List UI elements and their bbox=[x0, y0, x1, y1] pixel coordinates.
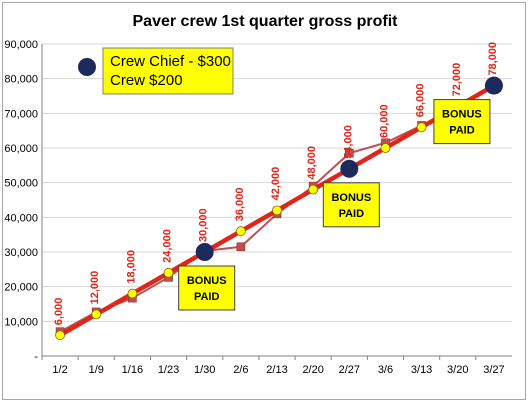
bonus-callout-line-1: BONUS bbox=[187, 275, 227, 287]
y-tick-label: 90,000 bbox=[4, 39, 38, 51]
bonus-markers bbox=[195, 76, 503, 261]
x-axis-ticks: 1/2 1/9 1/16 1/23 1/30 2/6 2/13 2/20 2/27 3/6 3/13… bbox=[52, 364, 504, 376]
y-tick-label: 50,000 bbox=[4, 178, 38, 190]
trend-point-marker bbox=[308, 184, 319, 195]
data-label: 30,000 bbox=[198, 208, 210, 242]
bonus-callout-box bbox=[433, 99, 491, 145]
x-tick-label: 2/20 bbox=[302, 364, 323, 376]
x-tick-label: 3/6 bbox=[378, 364, 393, 376]
data-label: 78,000 bbox=[487, 42, 499, 76]
y-tick-label: 60,000 bbox=[4, 143, 38, 155]
x-tick-label: 2/13 bbox=[266, 364, 287, 376]
x-tick-label: 1/2 bbox=[52, 364, 67, 376]
x-tick-label: 1/16 bbox=[122, 364, 143, 376]
trend-point-marker bbox=[127, 288, 138, 299]
bonus-dot bbox=[484, 76, 503, 95]
x-tick-label: 1/9 bbox=[89, 364, 104, 376]
bonus-callout-box bbox=[178, 265, 236, 311]
bonus-dot bbox=[195, 243, 214, 261]
bonus-callout-line-2: PAID bbox=[339, 208, 365, 220]
actual-point-marker bbox=[345, 148, 354, 158]
x-tick-label: 1/23 bbox=[158, 364, 179, 376]
data-label: 72,000 bbox=[451, 63, 463, 97]
legend-line-2: Crew $200 bbox=[110, 72, 183, 89]
data-label: 42,000 bbox=[270, 167, 282, 201]
x-tick-label: 2/6 bbox=[233, 364, 248, 376]
bonus-callout-line-1: BONUS bbox=[331, 192, 371, 204]
trend-point-marker bbox=[91, 309, 102, 320]
bonus-callout-line-2: PAID bbox=[449, 125, 475, 137]
data-label: 24,000 bbox=[162, 229, 174, 263]
y-tick-label: 70,000 bbox=[4, 108, 38, 120]
axes bbox=[41, 44, 512, 360]
data-label: 48,000 bbox=[306, 146, 318, 180]
chart-title: Paver crew 1st quarter gross profit bbox=[133, 13, 399, 30]
trend-point-marker bbox=[235, 226, 246, 237]
y-tick-label: - bbox=[34, 351, 38, 363]
legend-bonus-dot bbox=[78, 58, 96, 76]
data-label: 6,000 bbox=[53, 298, 65, 326]
x-tick-label: 2/27 bbox=[339, 364, 360, 376]
data-label: 12,000 bbox=[89, 271, 101, 305]
legend-line-1: Crew Chief - $300 bbox=[110, 53, 231, 70]
x-tick-label: 3/27 bbox=[483, 364, 504, 376]
y-tick-label: 10,000 bbox=[4, 316, 38, 328]
y-axis-ticks: - 10,000 20,000 30,000 40,000 50,000 60,000 70,… bbox=[4, 39, 38, 363]
legend: Crew Chief - $300 Crew $200 bbox=[78, 47, 234, 95]
bonus-dot bbox=[340, 159, 359, 178]
x-tick-label: 3/20 bbox=[447, 364, 468, 376]
actual-point-marker bbox=[236, 242, 246, 252]
bonus-callout-line-2: PAID bbox=[194, 291, 220, 303]
legend-box bbox=[102, 47, 234, 95]
bonus-callouts: BONUS PAID BONUS PAID BONUS PAID bbox=[178, 99, 491, 311]
y-tick-label: 20,000 bbox=[4, 282, 38, 294]
data-label: 36,000 bbox=[234, 188, 246, 222]
trend-point-marker bbox=[380, 143, 391, 153]
trend-point-marker bbox=[55, 330, 65, 341]
x-tick-label: 3/13 bbox=[411, 364, 432, 376]
data-labels: 6,000 12,000 18,000 24,000 30,000 36,000 42,00… bbox=[53, 42, 499, 325]
trend-point-marker bbox=[272, 205, 282, 216]
y-tick-label: 40,000 bbox=[4, 212, 38, 224]
trend-point-marker bbox=[416, 122, 427, 133]
bonus-callout-line-1: BONUS bbox=[442, 109, 482, 121]
data-label: 66,000 bbox=[415, 84, 427, 118]
x-tick-label: 1/30 bbox=[194, 364, 215, 376]
y-tick-label: 80,000 bbox=[4, 74, 38, 86]
trend-point-marker bbox=[163, 267, 174, 278]
bonus-callout-box bbox=[322, 182, 380, 228]
y-tick-label: 30,000 bbox=[4, 247, 38, 259]
data-label: 54,000 bbox=[342, 125, 354, 159]
data-label: 60,000 bbox=[378, 104, 390, 138]
data-label: 18,000 bbox=[125, 250, 137, 284]
